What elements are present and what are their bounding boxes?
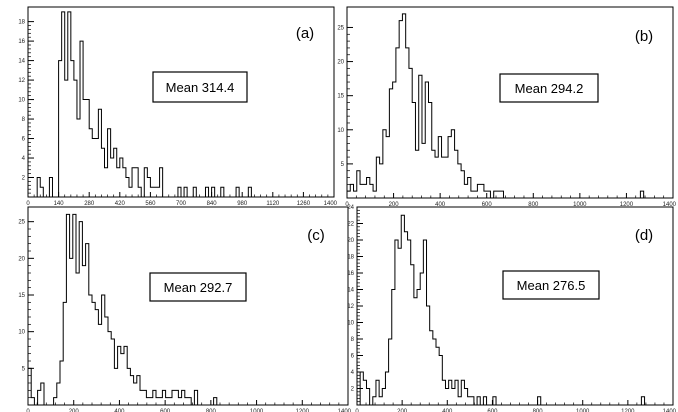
x-tick-label: 800 <box>528 202 539 208</box>
histogram-line <box>357 214 646 406</box>
x-tick-label: 400 <box>114 409 125 412</box>
y-tick-label: 25 <box>18 220 25 226</box>
x-tick-label: 200 <box>397 409 408 412</box>
y-tick-label: 16 <box>18 39 25 45</box>
histogram-line <box>27 213 220 406</box>
x-tick-label: 1260 <box>297 201 311 207</box>
y-tick-label: 22 <box>347 222 354 228</box>
plot-frame <box>356 206 674 406</box>
x-tick-label: 1200 <box>620 202 634 208</box>
y-tick-label: 8 <box>22 117 26 123</box>
x-tick-label: 1000 <box>576 409 590 412</box>
y-tick-label: 6 <box>22 137 26 143</box>
y-tick-label: 10 <box>337 128 344 134</box>
panel-b: 0 200 400 600 800 1000 1200 1400 5 10 15 20 25 (b) Mea… <box>337 6 677 208</box>
x-tick-label: 1000 <box>250 409 264 412</box>
panel-d: 0 200 400 600 800 1000 1200 1400246810121416182… <box>347 205 676 412</box>
mean-label: Mean 276.5 <box>517 278 586 293</box>
y-tick-label: 18 <box>347 255 354 261</box>
x-tick-label: 1400 <box>663 202 677 208</box>
x-tick-label: 840 <box>207 201 218 207</box>
y-tick-label: 2 <box>22 176 26 182</box>
mean-box <box>152 71 248 103</box>
y-tick-label: 10 <box>18 330 25 336</box>
x-tick-label: 140 <box>54 201 65 207</box>
mean-box <box>502 270 600 300</box>
x-tick-label: 600 <box>487 409 498 412</box>
x-tick-label: 560 <box>145 201 156 207</box>
histogram-line <box>28 11 255 198</box>
panel-label: (b) <box>635 28 653 45</box>
y-tick-label: 20 <box>347 238 354 244</box>
x-tick-label: 800 <box>533 409 544 412</box>
x-tick-label: 980 <box>237 201 248 207</box>
y-tick-label: 5 <box>341 162 345 168</box>
x-tick-label: 1200 <box>296 409 310 412</box>
y-tick-label: 25 <box>337 25 344 31</box>
y-tick-label: 24 <box>347 205 354 211</box>
x-tick-label: 1400 <box>338 409 352 412</box>
panel-label: (d) <box>635 227 653 244</box>
plot-frame <box>27 206 349 406</box>
x-tick-label: 1400 <box>324 201 338 207</box>
x-tick-label: 400 <box>442 409 453 412</box>
y-tick-label: 10 <box>347 321 354 327</box>
y-tick-label: 14 <box>18 59 25 65</box>
y-tick-label: 12 <box>18 78 25 84</box>
y-tick-label: 8 <box>351 337 355 343</box>
x-tick-label: 1120 <box>266 201 280 207</box>
y-tick-label: 4 <box>351 370 355 376</box>
y-tick-label: 18 <box>18 20 25 26</box>
x-tick-label: 200 <box>69 409 80 412</box>
x-tick-label: 420 <box>115 201 126 207</box>
panel-label: (c) <box>307 227 325 244</box>
x-tick-label: 280 <box>84 201 95 207</box>
y-tick-label: 2 <box>351 387 355 393</box>
mean-label: Mean 314.4 <box>166 80 235 95</box>
x-tick-label: 1200 <box>621 409 635 412</box>
x-tick-label: 0 <box>355 409 359 412</box>
y-tick-label: 20 <box>337 60 344 66</box>
x-tick-label: 200 <box>389 202 400 208</box>
x-tick-label: 800 <box>206 409 217 412</box>
y-tick-label: 5 <box>22 366 26 372</box>
panel-label: (a) <box>296 25 314 42</box>
y-tick-label: 16 <box>347 271 354 277</box>
histogram-line <box>346 13 645 199</box>
y-tick-label: 4 <box>22 156 26 162</box>
y-tick-label: 12 <box>347 304 354 310</box>
y-tick-label: 20 <box>18 256 25 262</box>
x-tick-label: 0 <box>26 201 30 207</box>
x-tick-label: 600 <box>160 409 171 412</box>
y-tick-label: 14 <box>347 288 354 294</box>
x-tick-label: 400 <box>435 202 446 208</box>
x-tick-label: 0 <box>345 202 349 208</box>
mean-box <box>499 73 599 103</box>
x-tick-label: 1400 <box>663 409 677 412</box>
panel-c: 0 200 400 600 800 1000 1200 1400 5 10 15 20 25 (c) Mea… <box>18 206 352 412</box>
panel-a: 0 140 280 420 560 700 840 980 1120 1260 1400 2 4 6 8 10… <box>18 6 338 207</box>
mean-label: Mean 292.7 <box>164 280 233 295</box>
x-tick-label: 600 <box>482 202 493 208</box>
x-tick-label: 1000 <box>573 202 587 208</box>
mean-box <box>149 272 247 302</box>
y-tick-label: 6 <box>351 354 355 360</box>
x-tick-label: 700 <box>176 201 187 207</box>
y-tick-label: 15 <box>18 293 25 299</box>
x-tick-label: 0 <box>26 409 30 412</box>
mean-label: Mean 294.2 <box>515 81 584 96</box>
y-tick-label: 15 <box>337 94 344 100</box>
y-tick-label: 10 <box>18 98 25 104</box>
